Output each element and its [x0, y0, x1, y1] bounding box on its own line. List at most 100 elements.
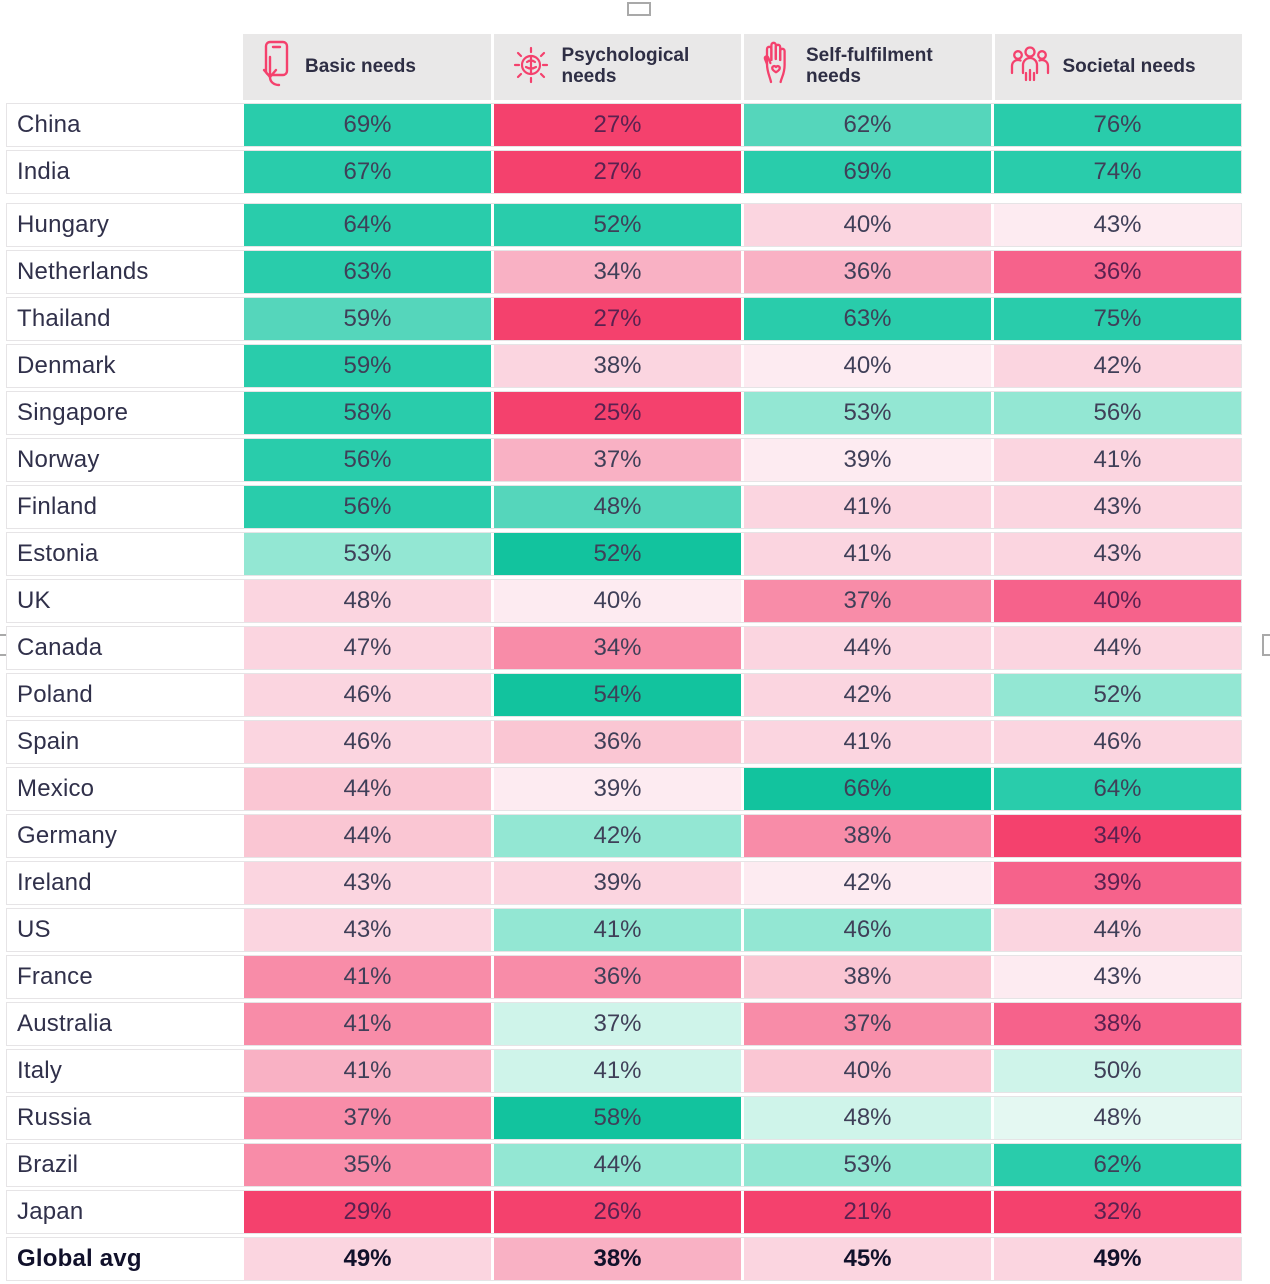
heatmap-cell: 44% — [994, 627, 1241, 669]
table-row: Estonia 53% 52% 41% 43% — [6, 532, 1242, 576]
row-label: US — [7, 909, 241, 951]
table-row: Canada 47% 34% 44% 44% — [6, 626, 1242, 670]
heatmap-cell: 43% — [244, 909, 491, 951]
row-label: Denmark — [7, 345, 241, 387]
heatmap-cell: 37% — [494, 439, 741, 481]
heatmap-cell: 47% — [244, 627, 491, 669]
heatmap-body: China 69% 27% 62% 76% India 67% 27% 69% 74% Hungar… — [6, 103, 1242, 1281]
selection-handle-top[interactable] — [627, 2, 651, 16]
row-label: Russia — [7, 1097, 241, 1139]
header-row: Basic needs Psychol — [6, 34, 1242, 100]
row-label: UK — [7, 580, 241, 622]
heatmap-cell: 40% — [744, 204, 991, 246]
row-label: Ireland — [7, 862, 241, 904]
row-label: Estonia — [7, 533, 241, 575]
table-row: France 41% 36% 38% 43% — [6, 955, 1242, 999]
table-row: Poland 46% 54% 42% 52% — [6, 673, 1242, 717]
heatmap-cell: 34% — [494, 251, 741, 293]
heatmap-cell: 29% — [244, 1191, 491, 1233]
heatmap-cell: 42% — [744, 674, 991, 716]
heatmap-cell: 58% — [244, 392, 491, 434]
row-label: Spain — [7, 721, 241, 763]
heatmap-cell: 41% — [244, 956, 491, 998]
heatmap-cell: 38% — [744, 956, 991, 998]
heatmap-cell: 59% — [244, 345, 491, 387]
heatmap-cell: 36% — [494, 956, 741, 998]
hand-heart-icon — [756, 39, 796, 95]
heatmap-cell: 69% — [244, 104, 491, 146]
row-label: Hungary — [7, 204, 241, 246]
heatmap-cell: 44% — [244, 768, 491, 810]
column-header-basic-needs: Basic needs — [243, 34, 491, 100]
heatmap-cell: 66% — [744, 768, 991, 810]
row-label: Thailand — [7, 298, 241, 340]
column-header-label: Societal needs — [1062, 55, 1196, 77]
heatmap-cell: 43% — [994, 486, 1241, 528]
table-row: Global avg 49% 38% 45% 49% — [6, 1237, 1242, 1281]
row-label: Netherlands — [7, 251, 241, 293]
heatmap-cell: 53% — [744, 392, 991, 434]
needs-heatmap-table: Basic needs Psychol — [6, 34, 1242, 1284]
row-label: Japan — [7, 1191, 241, 1233]
heatmap-cell: 27% — [494, 151, 741, 193]
table-row: Thailand 59% 27% 63% 75% — [6, 297, 1242, 341]
heatmap-cell: 27% — [494, 104, 741, 146]
heatmap-cell: 48% — [494, 486, 741, 528]
heatmap-cell: 34% — [994, 815, 1241, 857]
brain-rays-icon — [506, 39, 552, 95]
row-label: Poland — [7, 674, 241, 716]
table-row: Hungary 64% 52% 40% 43% — [6, 203, 1242, 247]
heatmap-cell: 36% — [994, 251, 1241, 293]
heatmap-cell: 37% — [244, 1097, 491, 1139]
heatmap-cell: 44% — [994, 909, 1241, 951]
heatmap-cell: 76% — [994, 104, 1241, 146]
heatmap-cell: 26% — [494, 1191, 741, 1233]
heatmap-cell: 37% — [744, 580, 991, 622]
heatmap-cell: 63% — [744, 298, 991, 340]
table-row: UK 48% 40% 37% 40% — [6, 579, 1242, 623]
row-label: China — [7, 104, 241, 146]
header-corner — [6, 34, 240, 100]
heatmap-cell: 36% — [744, 251, 991, 293]
table-row: Norway 56% 37% 39% 41% — [6, 438, 1242, 482]
heatmap-cell: 41% — [494, 1050, 741, 1092]
row-label: Global avg — [7, 1238, 241, 1280]
heatmap-cell: 41% — [494, 909, 741, 951]
table-row: Brazil 35% 44% 53% 62% — [6, 1143, 1242, 1187]
heatmap-cell: 43% — [244, 862, 491, 904]
column-header-label: Self-fulfilment needs — [806, 45, 933, 87]
row-label: France — [7, 956, 241, 998]
table-row: China 69% 27% 62% 76% — [6, 103, 1242, 147]
row-label: Italy — [7, 1050, 241, 1092]
heatmap-cell: 38% — [494, 345, 741, 387]
heatmap-cell: 45% — [744, 1238, 991, 1280]
heatmap-cell: 43% — [994, 204, 1241, 246]
heatmap-cell: 27% — [494, 298, 741, 340]
heatmap-cell: 46% — [244, 721, 491, 763]
heatmap-cell: 41% — [744, 533, 991, 575]
heatmap-cell: 56% — [244, 486, 491, 528]
table-row: Japan 29% 26% 21% 32% — [6, 1190, 1242, 1234]
heatmap-cell: 56% — [244, 439, 491, 481]
heatmap-cell: 41% — [744, 486, 991, 528]
heatmap-cell: 41% — [744, 721, 991, 763]
heatmap-cell: 59% — [244, 298, 491, 340]
heatmap-cell: 52% — [494, 204, 741, 246]
table-row: Germany 44% 42% 38% 34% — [6, 814, 1242, 858]
heatmap-cell: 35% — [244, 1144, 491, 1186]
heatmap-cell: 62% — [744, 104, 991, 146]
heatmap-cell: 42% — [744, 862, 991, 904]
heatmap-cell: 54% — [494, 674, 741, 716]
table-row: Australia 41% 37% 37% 38% — [6, 1002, 1242, 1046]
heatmap-cell: 49% — [994, 1238, 1241, 1280]
heatmap-cell: 25% — [494, 392, 741, 434]
table-row: Italy 41% 41% 40% 50% — [6, 1049, 1242, 1093]
selection-handle-right[interactable] — [1262, 634, 1270, 656]
row-label: Canada — [7, 627, 241, 669]
heatmap-cell: 58% — [494, 1097, 741, 1139]
heatmap-cell: 40% — [994, 580, 1241, 622]
heatmap-cell: 48% — [744, 1097, 991, 1139]
heatmap-cell: 53% — [244, 533, 491, 575]
heatmap-cell: 44% — [494, 1144, 741, 1186]
phone-tap-icon — [255, 39, 295, 95]
